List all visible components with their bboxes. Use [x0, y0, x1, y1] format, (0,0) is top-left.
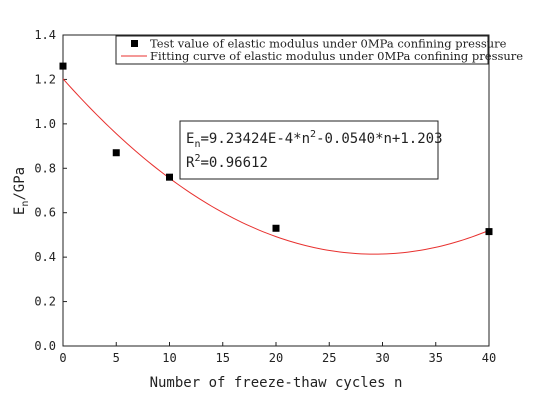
x-tick-label-3: 15 [216, 351, 230, 365]
x-tick-label-4: 20 [269, 351, 283, 365]
y-tick-label-6: 1.2 [34, 72, 56, 86]
legend-box [115, 35, 489, 65]
y-axis-label: En/GPa [12, 167, 31, 215]
eq-e: E [186, 131, 194, 147]
y-tick-label-5: 1.0 [34, 117, 56, 131]
legend-label-scatter: Test value of elastic modulus under 0MPa… [150, 37, 507, 51]
x-tick-label-1: 5 [113, 351, 120, 365]
legend-label-line: Fitting curve of elastic modulus under 0… [150, 49, 523, 63]
x-tick-label-8: 40 [482, 351, 496, 365]
x-tick-label-7: 35 [429, 351, 443, 365]
eq-sup: 2 [310, 129, 316, 140]
x-tick-label-0: 0 [59, 351, 66, 365]
data-point-4 [485, 228, 493, 236]
data-points [59, 62, 493, 236]
equation-line-2: R2=0.96612 [186, 153, 268, 171]
data-point-2 [166, 173, 173, 181]
data-point-1 [112, 149, 120, 157]
y-tick-label-7: 1.4 [34, 28, 56, 42]
y-tick-label-4: 0.8 [34, 161, 56, 175]
eq-r: R [186, 155, 195, 171]
y-tick-label-2: 0.4 [34, 250, 56, 264]
y-tick-label-3: 0.6 [34, 206, 56, 220]
equation-line-1: En=9.23424E-4*n2-0.0540*n+1.203 [186, 129, 443, 150]
data-point-0 [59, 62, 67, 70]
eq-rest: -0.0540*n+1.203 [316, 131, 442, 147]
data-point-3 [272, 224, 280, 232]
y-tick-label-0: 0.0 [34, 339, 56, 353]
x-tick-label-6: 30 [375, 351, 389, 365]
y-label-sub: n [20, 201, 31, 207]
equation-box: En=9.23424E-4*n2-0.0540*n+1.203 R2=0.966… [179, 120, 443, 180]
legend: Test value of elastic modulus under 0MPa… [115, 35, 523, 65]
y-label-unit: /GPa [12, 167, 28, 201]
y-axis-ticks: 0.0 0.2 0.4 0.6 0.8 1.0 1.2 1.4 [34, 28, 67, 353]
x-axis-label: Number of freeze-thaw cycles n [150, 375, 403, 391]
eq-r-sup: 2 [194, 153, 200, 164]
equation-frame [179, 120, 439, 180]
eq-r-rest: =0.96612 [200, 155, 267, 171]
x-axis-ticks: 0 5 10 15 20 25 30 35 40 [59, 342, 496, 365]
y-tick-label-1: 0.2 [34, 295, 56, 309]
y-label-e: E [12, 207, 28, 215]
x-tick-label-2: 10 [162, 351, 176, 365]
legend-marker-scatter [131, 40, 138, 47]
x-tick-label-5: 25 [322, 351, 336, 365]
eq-mid: =9.23424E-4*n [200, 131, 310, 147]
plot-frame [62, 34, 490, 347]
fit-curve [62, 78, 490, 255]
eq-e-sub: n [194, 139, 200, 150]
